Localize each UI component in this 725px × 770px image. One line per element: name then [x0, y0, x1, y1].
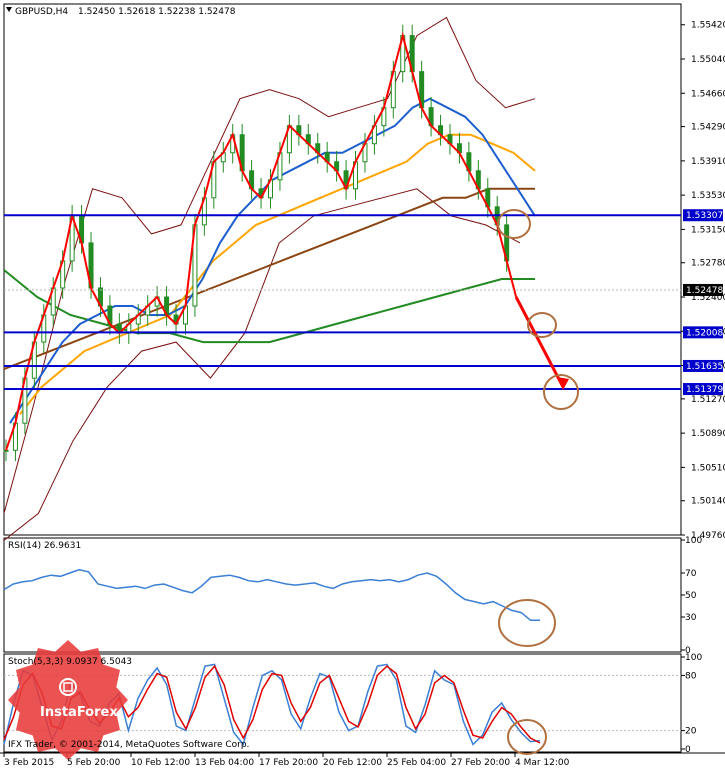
price-tick-label: 1.53530: [691, 191, 725, 201]
time-tick-label: 17 Feb 20:00: [259, 758, 318, 768]
price-tick-label: 1.52780: [691, 259, 725, 269]
projection-arrow-head: [557, 376, 569, 390]
current-price-tag: [683, 283, 723, 296]
price-tick-label: 1.54290: [691, 123, 725, 133]
level-tag-label: 1.53307: [686, 211, 723, 221]
stoch-highlight-circle: [507, 719, 547, 755]
stoch-label: Stoch(5,3,3) 9.0937 6.5043: [8, 657, 132, 667]
rsi-tick-label: 50: [685, 591, 697, 601]
bollinger-lower-line: [3, 188, 521, 541]
ohlc-label: 1.52450 1.52618 1.52238 1.52478: [78, 7, 236, 17]
current-price-label: 1.52478: [686, 286, 723, 296]
symbol-label: GBPUSD,H4: [15, 7, 68, 17]
rsi-tick-label: 0: [685, 646, 691, 656]
ma-green-line: [3, 269, 535, 344]
highlight-circle: [527, 312, 557, 338]
highlight-circle: [543, 374, 579, 410]
time-tick-label: 27 Feb 20:00: [451, 758, 510, 768]
time-tick-label: 13 Feb 04:00: [195, 758, 254, 768]
level-tag: [683, 326, 723, 339]
rsi-label: RSI(14) 26.9631: [8, 541, 81, 551]
stoch-tick-label: 0: [685, 745, 691, 755]
rsi-tick-label: 100: [685, 536, 702, 546]
price-tick-label: 1.53150: [691, 225, 725, 235]
price-tick-label: 1.55420: [691, 21, 725, 31]
level-tag: [683, 383, 723, 396]
logo-text: InstaForex: [40, 705, 118, 720]
logo-emblem-inner: [63, 682, 73, 692]
level-tag: [683, 209, 723, 222]
price-tick-label: 1.53910: [691, 157, 725, 167]
price-tick-label: 1.50510: [691, 463, 725, 473]
price-tick-label: 1.54660: [691, 89, 725, 99]
time-tick-label: 3 Feb 2015: [4, 758, 54, 768]
rsi-line: [3, 568, 540, 622]
time-tick-label: 4 Mar 12:00: [515, 758, 570, 768]
rsi-tick-label: 30: [685, 613, 697, 623]
time-tick-label: 10 Feb 12:00: [131, 758, 190, 768]
price-close-line: [5, 31, 518, 451]
time-tick-label: 5 Feb 20:00: [67, 758, 121, 768]
rsi-tick-label: 70: [685, 569, 697, 579]
price-tick-label: 1.51270: [691, 395, 725, 405]
instaforex-logo-icon: [8, 640, 128, 760]
price-tick-label: 1.55040: [691, 55, 725, 65]
panel-frame: [3, 3, 682, 536]
level-tag-label: 1.52008: [686, 328, 723, 338]
level-tag: [683, 359, 723, 372]
highlight-circle: [497, 209, 531, 239]
level-tag-label: 1.51379: [686, 385, 723, 395]
logo-emblem-icon: [59, 678, 77, 696]
price-tick-label: 1.50140: [691, 497, 725, 507]
price-tick-label: 1.50890: [691, 429, 725, 439]
stoch-tick-label: 20: [685, 727, 697, 737]
panel-frame: [3, 653, 682, 753]
bollinger-upper-line: [3, 16, 536, 514]
rsi-highlight-circle: [498, 599, 556, 647]
ma-brown-line: [3, 187, 535, 371]
time-tick-label: 25 Feb 04:00: [387, 758, 446, 768]
stoch-tick-label: 100: [685, 653, 702, 663]
dropdown-triangle-icon: [6, 7, 12, 12]
stoch-tick-label: 80: [685, 671, 697, 681]
copyright-text: IFX Trader, © 2001-2014, MetaQuotes Soft…: [8, 740, 249, 750]
price-tick-label: 1.49760: [691, 531, 725, 541]
price-tick-label: 1.52400: [691, 293, 725, 303]
level-tag-label: 1.51635: [686, 362, 723, 372]
projection-arrow-line: [514, 296, 565, 388]
time-tick-label: 20 Feb 12:00: [323, 758, 382, 768]
